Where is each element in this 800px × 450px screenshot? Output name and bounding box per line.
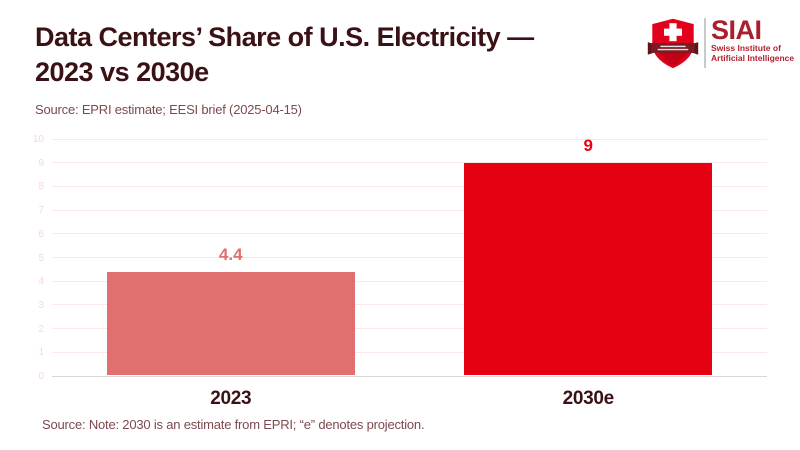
y-tick-label: 8	[38, 181, 44, 193]
y-tick-label: 10	[32, 134, 44, 145]
gridline	[52, 280, 767, 282]
bar-2030e	[464, 162, 713, 375]
y-tick-label: 9	[38, 157, 44, 169]
bar-value-label: 9	[583, 135, 593, 155]
logo-text-block: SIAI Swiss Institute of Artificial Intel…	[711, 15, 795, 64]
y-tick-label: 4	[38, 276, 44, 288]
bar-chart: 0 1 2 3 4 5 6 7 8 9 10 4.4 9	[0, 134, 767, 382]
chart-source-subtitle: Source: EPRI estimate; EESI brief (2025-…	[35, 102, 302, 117]
title-line-1: Data Centers’ Share of U.S. Electricity …	[35, 22, 534, 52]
logo-divider	[704, 18, 706, 68]
bar-2023	[106, 271, 355, 375]
gridline	[52, 351, 767, 353]
y-tick-label: 3	[38, 299, 44, 311]
x-axis-line	[52, 375, 767, 377]
y-tick-label: 5	[38, 252, 44, 264]
bar-value-label: 4.4	[218, 244, 243, 264]
title-line-2: 2023 vs 2030e	[35, 57, 209, 87]
gridline	[52, 233, 767, 235]
gridline	[52, 209, 767, 211]
gridline	[52, 162, 767, 164]
gridline	[52, 328, 767, 330]
page-title: Data Centers’ Share of U.S. Electricity …	[35, 20, 635, 90]
y-tick-label: 6	[38, 228, 44, 240]
x-tick-label-2030e: 2030e	[562, 388, 615, 409]
swiss-shield-cross-icon	[647, 18, 699, 69]
logo-acronym: SIAI	[711, 15, 762, 45]
y-tick-label: 2	[38, 323, 44, 335]
y-tick-label: 1	[38, 347, 44, 359]
gridline	[52, 138, 767, 140]
logo-name-line-2: Artificial Intelligence	[711, 53, 795, 63]
siai-logo: SIAI Swiss Institute of Artificial Intel…	[646, 16, 796, 72]
x-tick-label-2023: 2023	[210, 388, 252, 409]
gridline	[52, 304, 767, 306]
y-tick-label: 7	[38, 205, 44, 217]
footnote: Source: Note: 2030 is an estimate from E…	[42, 417, 425, 432]
y-tick-label: 0	[38, 371, 44, 382]
logo-name-line-1: Swiss Institute of	[711, 43, 781, 53]
gridline	[52, 185, 767, 187]
gridline	[52, 257, 767, 258]
